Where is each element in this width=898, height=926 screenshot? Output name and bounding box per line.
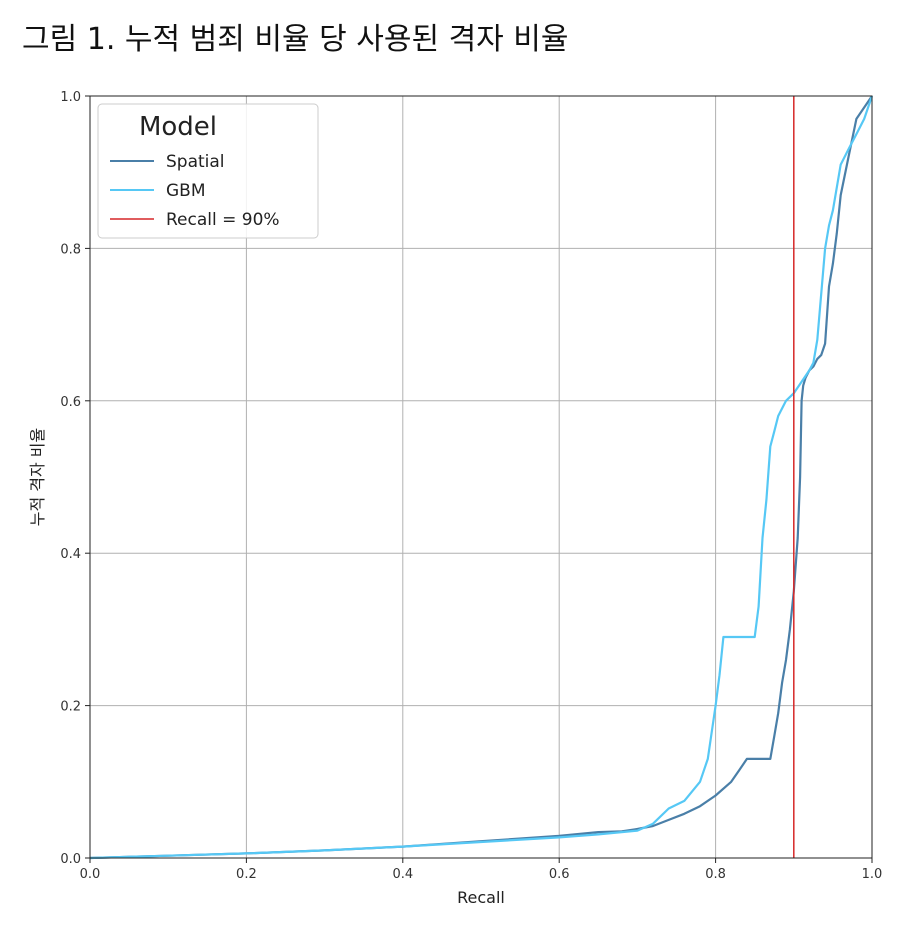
legend-label-gbm: GBM bbox=[166, 181, 206, 201]
x-tick-label: 0.0 bbox=[80, 867, 101, 882]
plot-frame bbox=[89, 95, 873, 859]
legend: Model Spatial GBM Recall = 90% bbox=[97, 103, 319, 239]
x-tick-label: 0.2 bbox=[236, 867, 257, 882]
legend-label-spatial: Spatial bbox=[166, 152, 225, 172]
x-axis-label: Recall bbox=[457, 888, 505, 907]
series-line-spatial bbox=[89, 95, 873, 860]
y-tick-label: 0.0 bbox=[60, 852, 81, 867]
x-axis: 0.0 0.2 0.4 0.6 0.8 1.0 bbox=[80, 858, 883, 882]
y-tick: 0.6 bbox=[60, 395, 90, 410]
x-tick: 0.2 bbox=[236, 858, 257, 882]
grid bbox=[89, 95, 873, 859]
y-tick: 1.0 bbox=[60, 90, 90, 105]
y-axis: 0.0 0.2 0.4 0.6 0.8 1.0 bbox=[60, 90, 90, 867]
x-tick-label: 1.0 bbox=[862, 867, 883, 882]
legend-box bbox=[97, 103, 319, 239]
y-tick-label: 1.0 bbox=[60, 90, 81, 105]
x-tick: 0.6 bbox=[549, 858, 570, 882]
x-tick: 0.4 bbox=[392, 858, 413, 882]
x-tick: 0.0 bbox=[80, 858, 101, 882]
figure-title: 그림 1. 누적 범죄 비율 당 사용된 격자 비율 bbox=[22, 22, 569, 57]
y-tick: 0.4 bbox=[60, 547, 90, 562]
legend-label-recall-line: Recall = 90% bbox=[166, 210, 280, 230]
plot-area bbox=[89, 95, 874, 860]
x-tick: 0.8 bbox=[705, 858, 726, 882]
x-tick-label: 0.8 bbox=[705, 867, 726, 882]
y-tick-label: 0.8 bbox=[60, 242, 81, 257]
y-tick-label: 0.4 bbox=[60, 547, 81, 562]
y-tick: 0.8 bbox=[60, 242, 90, 257]
legend-title: Model bbox=[139, 112, 217, 142]
x-tick-label: 0.6 bbox=[549, 867, 570, 882]
x-tick-label: 0.4 bbox=[392, 867, 413, 882]
y-tick-label: 0.2 bbox=[60, 700, 81, 715]
y-axis-label: 누적 격자 비율 bbox=[28, 428, 47, 527]
y-tick: 0.0 bbox=[60, 852, 90, 867]
x-tick: 1.0 bbox=[862, 858, 883, 882]
y-tick-label: 0.6 bbox=[60, 395, 81, 410]
y-tick: 0.2 bbox=[60, 700, 90, 715]
series-line-gbm bbox=[89, 95, 874, 860]
